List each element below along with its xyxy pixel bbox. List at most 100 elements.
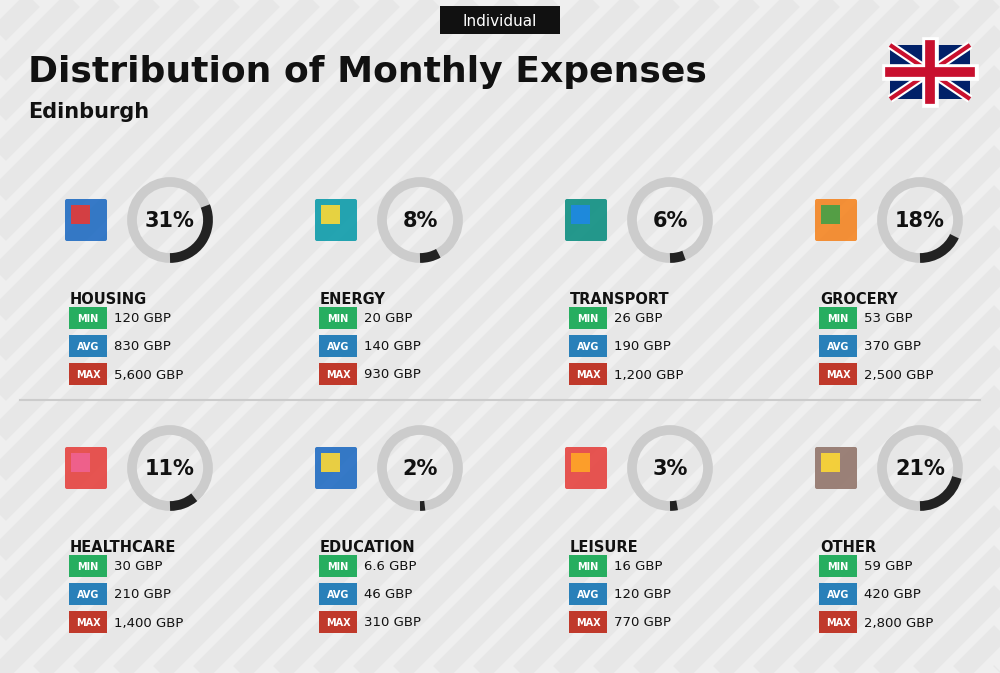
FancyBboxPatch shape (319, 335, 357, 357)
FancyBboxPatch shape (821, 205, 840, 224)
Text: MAX: MAX (76, 618, 100, 628)
Text: Individual: Individual (463, 13, 537, 28)
FancyBboxPatch shape (315, 447, 357, 489)
FancyBboxPatch shape (565, 199, 607, 241)
Text: 830 GBP: 830 GBP (114, 341, 171, 353)
Text: Distribution of Monthly Expenses: Distribution of Monthly Expenses (28, 55, 707, 89)
Text: 2,500 GBP: 2,500 GBP (864, 369, 934, 382)
Text: AVG: AVG (327, 590, 349, 600)
Text: 420 GBP: 420 GBP (864, 588, 921, 602)
FancyBboxPatch shape (65, 199, 107, 241)
FancyBboxPatch shape (69, 555, 107, 577)
Text: HEALTHCARE: HEALTHCARE (70, 540, 176, 555)
Text: 30 GBP: 30 GBP (114, 561, 162, 573)
FancyBboxPatch shape (569, 583, 607, 605)
FancyBboxPatch shape (440, 6, 560, 34)
FancyBboxPatch shape (569, 555, 607, 577)
FancyBboxPatch shape (319, 611, 357, 633)
Text: 120 GBP: 120 GBP (614, 588, 671, 602)
FancyBboxPatch shape (321, 205, 340, 224)
Text: 2,800 GBP: 2,800 GBP (864, 616, 933, 629)
FancyBboxPatch shape (819, 555, 857, 577)
Text: MIN: MIN (827, 314, 849, 324)
FancyBboxPatch shape (821, 453, 840, 472)
Text: 46 GBP: 46 GBP (364, 588, 412, 602)
Text: MIN: MIN (327, 562, 349, 572)
Text: 930 GBP: 930 GBP (364, 369, 421, 382)
Text: 3%: 3% (652, 459, 688, 479)
FancyBboxPatch shape (315, 199, 357, 241)
Text: TRANSPORT: TRANSPORT (570, 293, 670, 308)
Text: MAX: MAX (576, 370, 600, 380)
Text: AVG: AVG (827, 342, 849, 352)
Text: 21%: 21% (895, 459, 945, 479)
FancyBboxPatch shape (819, 583, 857, 605)
Text: MAX: MAX (576, 618, 600, 628)
Text: AVG: AVG (77, 342, 99, 352)
FancyBboxPatch shape (69, 363, 107, 385)
Text: MIN: MIN (577, 314, 599, 324)
FancyBboxPatch shape (69, 335, 107, 357)
FancyBboxPatch shape (819, 363, 857, 385)
Text: MIN: MIN (827, 562, 849, 572)
Text: AVG: AVG (77, 590, 99, 600)
FancyBboxPatch shape (815, 447, 857, 489)
FancyBboxPatch shape (69, 307, 107, 329)
Text: MAX: MAX (326, 618, 350, 628)
FancyBboxPatch shape (569, 335, 607, 357)
Text: 310 GBP: 310 GBP (364, 616, 421, 629)
Text: Edinburgh: Edinburgh (28, 102, 149, 122)
FancyBboxPatch shape (321, 453, 340, 472)
FancyBboxPatch shape (890, 45, 970, 99)
Text: 2%: 2% (402, 459, 438, 479)
Text: ENERGY: ENERGY (320, 293, 386, 308)
Text: MIN: MIN (577, 562, 599, 572)
FancyBboxPatch shape (319, 363, 357, 385)
FancyBboxPatch shape (815, 199, 857, 241)
Text: 26 GBP: 26 GBP (614, 312, 662, 326)
Text: HOUSING: HOUSING (70, 293, 147, 308)
Text: MIN: MIN (77, 314, 99, 324)
FancyBboxPatch shape (819, 335, 857, 357)
Text: 5,600 GBP: 5,600 GBP (114, 369, 183, 382)
Text: OTHER: OTHER (820, 540, 876, 555)
Text: 210 GBP: 210 GBP (114, 588, 171, 602)
Text: AVG: AVG (827, 590, 849, 600)
FancyBboxPatch shape (569, 307, 607, 329)
Text: 1,200 GBP: 1,200 GBP (614, 369, 684, 382)
FancyBboxPatch shape (319, 583, 357, 605)
FancyBboxPatch shape (569, 363, 607, 385)
Text: 770 GBP: 770 GBP (614, 616, 671, 629)
FancyBboxPatch shape (71, 453, 90, 472)
FancyBboxPatch shape (69, 611, 107, 633)
Text: MAX: MAX (826, 370, 850, 380)
FancyBboxPatch shape (571, 205, 590, 224)
FancyBboxPatch shape (71, 205, 90, 224)
Text: 11%: 11% (145, 459, 195, 479)
Text: 59 GBP: 59 GBP (864, 561, 912, 573)
Text: 16 GBP: 16 GBP (614, 561, 662, 573)
Text: LEISURE: LEISURE (570, 540, 639, 555)
Text: GROCERY: GROCERY (820, 293, 898, 308)
FancyBboxPatch shape (565, 447, 607, 489)
Text: MIN: MIN (327, 314, 349, 324)
Text: 6%: 6% (652, 211, 688, 231)
FancyBboxPatch shape (571, 453, 590, 472)
Text: 8%: 8% (402, 211, 438, 231)
Text: MAX: MAX (326, 370, 350, 380)
FancyBboxPatch shape (65, 447, 107, 489)
Text: 120 GBP: 120 GBP (114, 312, 171, 326)
Text: 1,400 GBP: 1,400 GBP (114, 616, 183, 629)
FancyBboxPatch shape (819, 611, 857, 633)
FancyBboxPatch shape (319, 307, 357, 329)
Text: EDUCATION: EDUCATION (320, 540, 416, 555)
FancyBboxPatch shape (319, 555, 357, 577)
Text: 370 GBP: 370 GBP (864, 341, 921, 353)
Text: 190 GBP: 190 GBP (614, 341, 671, 353)
Text: 31%: 31% (145, 211, 195, 231)
Text: AVG: AVG (577, 590, 599, 600)
Text: 20 GBP: 20 GBP (364, 312, 413, 326)
Text: AVG: AVG (577, 342, 599, 352)
FancyBboxPatch shape (569, 611, 607, 633)
Text: MAX: MAX (76, 370, 100, 380)
